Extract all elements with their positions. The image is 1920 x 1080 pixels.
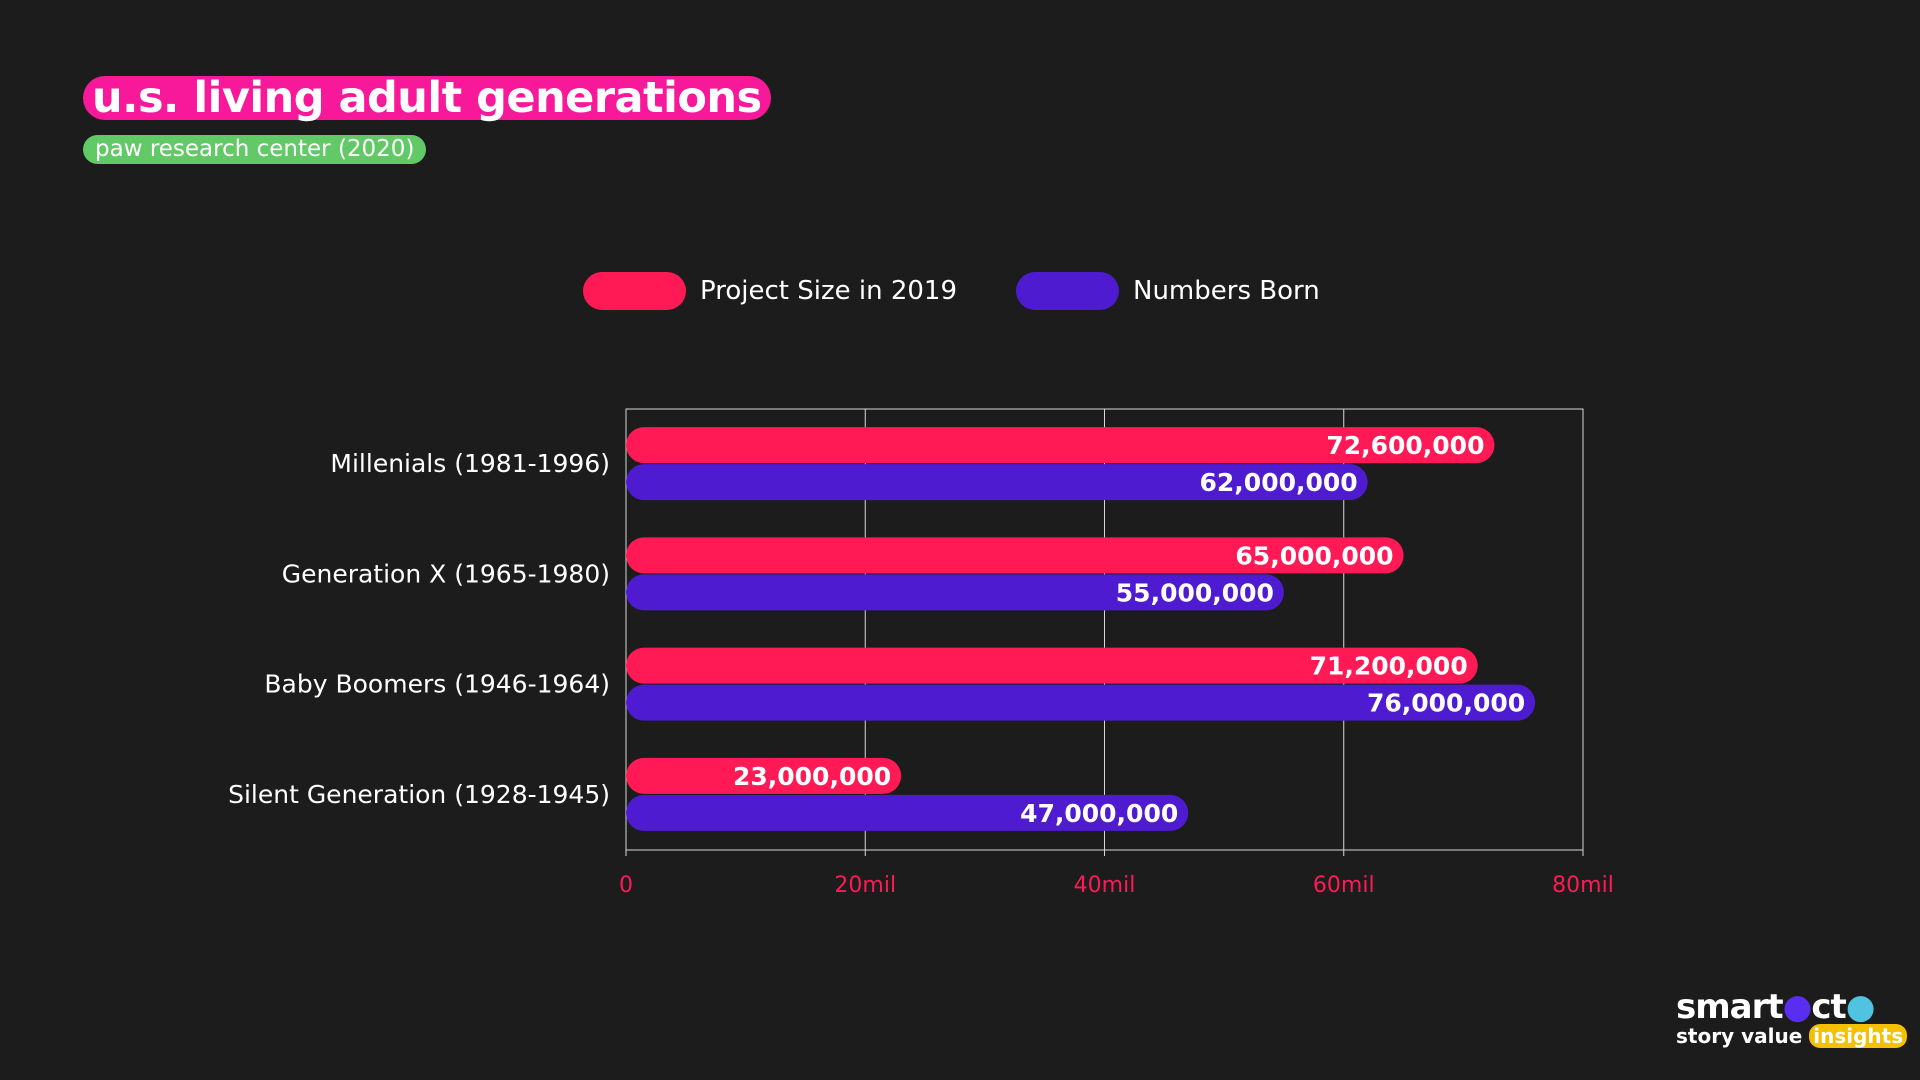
category-label: Generation X (1965-1980) (282, 559, 610, 588)
data-label: 72,600,000 (1326, 431, 1484, 460)
x-tick-label: 20mil (834, 873, 896, 898)
legend-item-series2: Numbers Born (1016, 272, 1320, 310)
x-tick-label: 0 (619, 873, 633, 898)
bar (626, 464, 1368, 501)
chart-subtitle: paw research center (2020) (83, 135, 427, 164)
x-tick-label: 60mil (1313, 873, 1375, 898)
data-label: 71,200,000 (1310, 652, 1468, 681)
legend-swatch (583, 272, 686, 310)
legend-item-series1: Project Size in 2019 (583, 272, 957, 310)
category-label: Silent Generation (1928-1945) (228, 780, 610, 809)
bar (626, 537, 1404, 574)
category-label: Baby Boomers (1946-1964) (264, 670, 610, 699)
data-label: 47,000,000 (1020, 799, 1178, 828)
data-label: 23,000,000 (733, 762, 891, 791)
legend-swatch (1016, 272, 1119, 310)
smartocto-logo: smart●ct● story value insights (1676, 990, 1908, 1050)
category-label: Millenials (1981-1996) (330, 449, 610, 478)
x-tick-label: 40mil (1074, 873, 1136, 898)
bar (626, 794, 1189, 831)
chart-title: u.s. living adult generations (83, 76, 771, 120)
legend-label: Project Size in 2019 (700, 276, 957, 306)
legend-label: Numbers Born (1133, 276, 1320, 306)
x-tick-label: 80mil (1552, 873, 1614, 898)
data-label: 76,000,000 (1367, 689, 1525, 718)
data-label: 62,000,000 (1200, 468, 1358, 497)
bar (626, 757, 902, 794)
bar (626, 647, 1478, 684)
bar (626, 427, 1495, 464)
data-label: 55,000,000 (1116, 578, 1274, 607)
data-label: 65,000,000 (1235, 541, 1393, 570)
bar (626, 574, 1284, 611)
bar (626, 684, 1536, 721)
